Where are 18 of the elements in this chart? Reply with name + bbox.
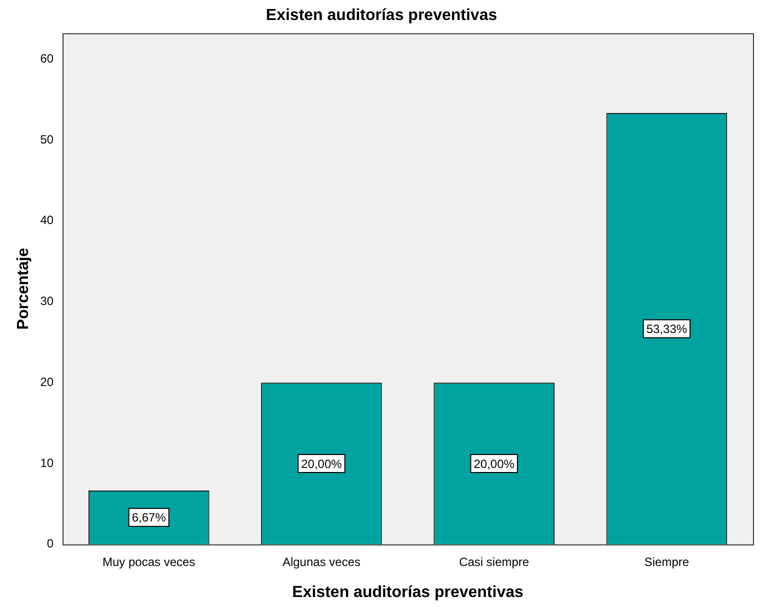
data-label: 20,00% [474,456,515,471]
x-axis-title: Existen auditorías preventivas [292,584,524,601]
chart-title: Existen auditorías preventivas [266,7,498,24]
y-axis-title: Porcentaje [15,248,32,330]
y-tick-label: 30 [40,294,54,308]
x-tick-label: Muy pocas veces [102,554,196,569]
y-tick-label: 60 [40,51,54,66]
data-label: 20,00% [301,456,342,471]
y-tick-label: 50 [40,132,54,146]
y-tick-label: 0 [46,536,54,551]
y-tick-label: 40 [40,213,54,228]
x-tick-label: Siempre [644,554,690,569]
x-tick-label: Casi siempre [459,554,530,569]
y-tick-label: 20 [40,374,54,389]
data-label: 53,33% [646,322,688,336]
data-label: 6,67% [132,510,166,525]
y-tick-label: 10 [40,456,54,470]
x-tick-label: Algunas veces [282,554,360,569]
